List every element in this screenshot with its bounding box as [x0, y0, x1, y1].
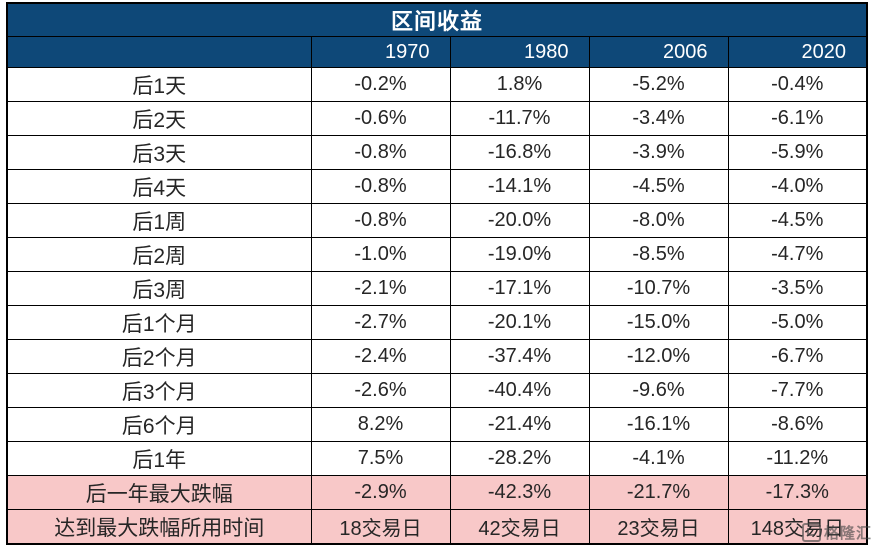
row-label: 后2周 — [6, 237, 312, 272]
cell-value: -17.3% — [727, 475, 868, 510]
cell-value: -19.0% — [449, 237, 590, 272]
cell-value: -21.4% — [449, 407, 590, 442]
column-header-row: 1970 1980 2006 2020 — [6, 36, 868, 68]
cell-value: -1.0% — [310, 237, 451, 272]
cell-value: -4.5% — [727, 203, 868, 238]
cell-value: -2.7% — [310, 305, 451, 340]
table-row: 后4天 -0.8% -14.1% -4.5% -4.0% — [6, 169, 868, 204]
interval-returns-table: 区间收益 1970 1980 2006 2020 后1天 -0.2% 1.8% -5.2% -… — [6, 2, 869, 545]
table-row: 后一年最大跌幅 -2.9% -42.3% -21.7% -17.3% — [6, 475, 868, 510]
cell-value: -16.8% — [449, 135, 590, 170]
cell-value: -42.3% — [449, 475, 590, 510]
cell-value: -17.1% — [449, 271, 590, 306]
cell-value: -37.4% — [449, 339, 590, 374]
cell-value: -12.0% — [588, 339, 729, 374]
table-row: 后1年 7.5% -28.2% -4.1% -11.2% — [6, 441, 868, 476]
cell-value: 42交易日 — [449, 509, 590, 545]
table-row: 后2天 -0.6% -11.7% -3.4% -6.1% — [6, 101, 868, 136]
table-row: 后3个月 -2.6% -40.4% -9.6% -7.7% — [6, 373, 868, 408]
cell-value: -4.7% — [727, 237, 868, 272]
cell-value: -6.7% — [727, 339, 868, 374]
cell-value: -5.0% — [727, 305, 868, 340]
cell-value: -0.8% — [310, 203, 451, 238]
row-label: 达到最大跌幅所用时间 — [6, 509, 312, 545]
table-row: 后1天 -0.2% 1.8% -5.2% -0.4% — [6, 67, 868, 102]
column-header-2006: 2006 — [588, 36, 729, 68]
table-title-row: 区间收益 — [6, 2, 868, 37]
cell-value: 18交易日 — [310, 509, 451, 545]
cell-value: -14.1% — [449, 169, 590, 204]
row-label: 后3天 — [6, 135, 312, 170]
cell-value: -11.7% — [449, 101, 590, 136]
row-label: 后2天 — [6, 101, 312, 136]
table-row: 后2个月 -2.4% -37.4% -12.0% -6.7% — [6, 339, 868, 374]
table-row: 后1个月 -2.7% -20.1% -15.0% -5.0% — [6, 305, 868, 340]
cell-value: -3.9% — [588, 135, 729, 170]
table-row: 后3周 -2.1% -17.1% -10.7% -3.5% — [6, 271, 868, 306]
row-label: 后3个月 — [6, 373, 312, 408]
table-row: 后3天 -0.8% -16.8% -3.9% -5.9% — [6, 135, 868, 170]
cell-value: -3.5% — [727, 271, 868, 306]
row-label: 后2个月 — [6, 339, 312, 374]
watermark: 格隆汇 — [801, 522, 872, 543]
watermark-text: 格隆汇 — [823, 525, 872, 542]
cell-value: -8.6% — [727, 407, 868, 442]
cell-value: -2.4% — [310, 339, 451, 374]
cell-value: -16.1% — [588, 407, 729, 442]
cell-value: 23交易日 — [588, 509, 729, 545]
cell-value: -10.7% — [588, 271, 729, 306]
cell-value: -0.8% — [310, 169, 451, 204]
table-row: 后6个月 8.2% -21.4% -16.1% -8.6% — [6, 407, 868, 442]
column-header-2020: 2020 — [727, 36, 868, 68]
cell-value: -0.6% — [310, 101, 451, 136]
cell-value: -4.0% — [727, 169, 868, 204]
cell-value: -40.4% — [449, 373, 590, 408]
cell-value: -15.0% — [588, 305, 729, 340]
row-label: 后1年 — [6, 441, 312, 476]
row-label: 后1个月 — [6, 305, 312, 340]
cell-value: -5.2% — [588, 67, 729, 102]
cell-value: -8.5% — [588, 237, 729, 272]
row-label: 后一年最大跌幅 — [6, 475, 312, 510]
column-header-1970: 1970 — [310, 36, 451, 68]
table-row: 后2周 -1.0% -19.0% -8.5% -4.7% — [6, 237, 868, 272]
cell-value: -11.2% — [727, 441, 868, 476]
table-row: 达到最大跌幅所用时间 18交易日 42交易日 23交易日 148交易日 — [6, 509, 868, 545]
cell-value: -6.1% — [727, 101, 868, 136]
cell-value: -0.4% — [727, 67, 868, 102]
cell-value: -28.2% — [449, 441, 590, 476]
cell-value: -7.7% — [727, 373, 868, 408]
cell-value: -0.2% — [310, 67, 451, 102]
row-label: 后6个月 — [6, 407, 312, 442]
cell-value: -8.0% — [588, 203, 729, 238]
cell-value: -2.6% — [310, 373, 451, 408]
cell-value: 7.5% — [310, 441, 451, 476]
corner-cell — [6, 36, 312, 68]
cell-value: -21.7% — [588, 475, 729, 510]
row-label: 后1周 — [6, 203, 312, 238]
cell-value: -9.6% — [588, 373, 729, 408]
cell-value: -2.1% — [310, 271, 451, 306]
table-row: 后1周 -0.8% -20.0% -8.0% -4.5% — [6, 203, 868, 238]
cell-value: -4.1% — [588, 441, 729, 476]
cell-value: -3.4% — [588, 101, 729, 136]
cell-value: -4.5% — [588, 169, 729, 204]
row-label: 后3周 — [6, 271, 312, 306]
cell-value: -20.1% — [449, 305, 590, 340]
cell-value: -2.9% — [310, 475, 451, 510]
gelonghui-logo-icon — [801, 523, 821, 542]
cell-value: -20.0% — [449, 203, 590, 238]
cell-value: 148交易日 — [727, 509, 868, 545]
cell-value: 8.2% — [310, 407, 451, 442]
column-header-1980: 1980 — [449, 36, 590, 68]
table-title: 区间收益 — [6, 2, 868, 37]
cell-value: -0.8% — [310, 135, 451, 170]
row-label: 后1天 — [6, 67, 312, 102]
cell-value: 1.8% — [449, 67, 590, 102]
row-label: 后4天 — [6, 169, 312, 204]
cell-value: -5.9% — [727, 135, 868, 170]
